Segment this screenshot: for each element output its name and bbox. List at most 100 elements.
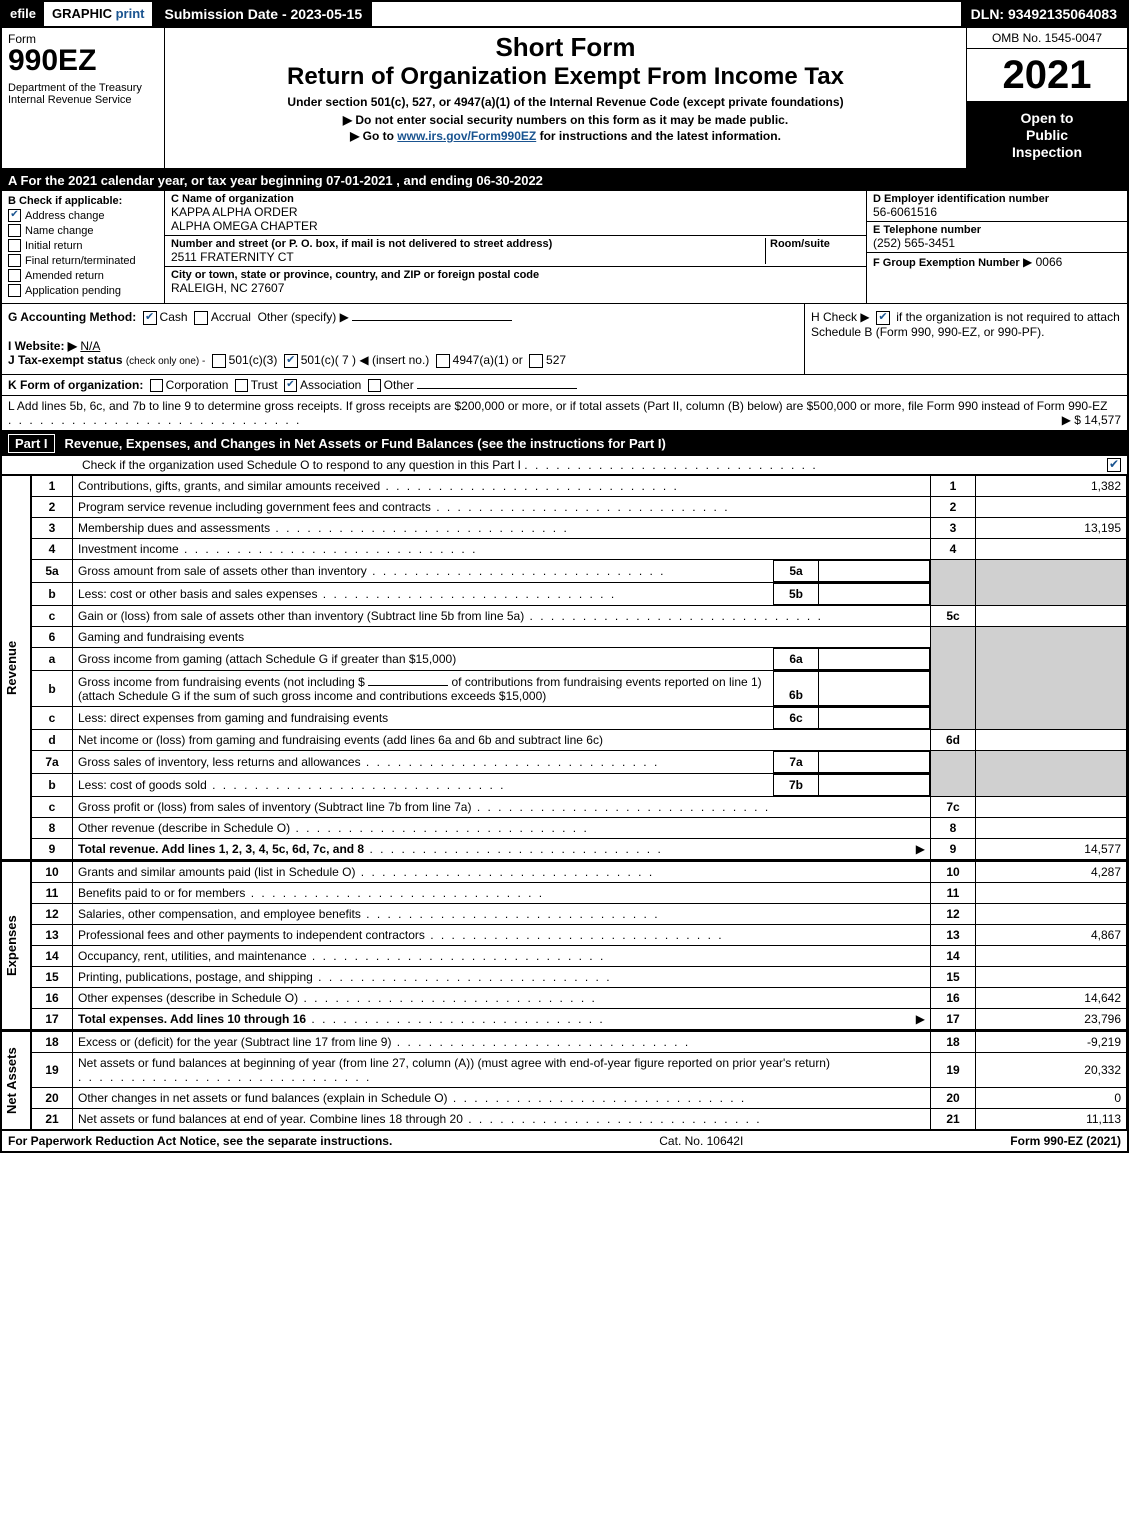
trust-checkbox[interactable]: [235, 379, 248, 392]
501c-checkbox[interactable]: [284, 354, 298, 368]
line-21-desc: Net assets or fund balances at end of ye…: [78, 1112, 463, 1126]
line-8-rnum: 8: [931, 818, 976, 839]
line-9-num: 9: [32, 839, 73, 860]
line-5c-desc: Gain or (loss) from sale of assets other…: [78, 609, 524, 623]
line-3-num: 3: [32, 518, 73, 539]
part-1-subtext-text: Check if the organization used Schedule …: [82, 458, 521, 472]
line-5b-desc: Less: cost or other basis and sales expe…: [78, 587, 317, 601]
final-return-checkbox[interactable]: [8, 254, 21, 267]
amended-return-label: Amended return: [25, 270, 104, 282]
header-center: Short Form Return of Organization Exempt…: [165, 28, 966, 168]
corp-label: Corporation: [166, 378, 229, 392]
print-link[interactable]: print: [116, 6, 145, 21]
trust-label: Trust: [251, 378, 278, 392]
address-change-label: Address change: [25, 210, 105, 222]
part-1-checkbox[interactable]: ✔: [1107, 458, 1121, 472]
name-change-label: Name change: [25, 225, 94, 237]
name-change-checkbox[interactable]: [8, 224, 21, 237]
line-5b-sv: [819, 584, 930, 605]
net-assets-table: 18Excess or (deficit) for the year (Subt…: [31, 1031, 1127, 1130]
initial-return-checkbox[interactable]: [8, 239, 21, 252]
other-org-input[interactable]: [417, 388, 577, 389]
accrual-label: Accrual: [211, 310, 251, 324]
line-19-val: 20,332: [976, 1053, 1127, 1088]
other-org-checkbox[interactable]: [368, 379, 381, 392]
line-6b-num: b: [32, 671, 73, 707]
line-2-rnum: 2: [931, 497, 976, 518]
schedule-b-checkbox[interactable]: [876, 311, 890, 325]
line-13-num: 13: [32, 925, 73, 946]
line-7c-val: [976, 797, 1127, 818]
line-7b-sv: [819, 775, 930, 796]
section-gh: G Accounting Method: Cash Accrual Other …: [2, 304, 1127, 375]
line-6c-sn: 6c: [774, 708, 819, 729]
graphic-print: GRAPHIC print: [44, 2, 154, 26]
line-6a-sn: 6a: [774, 649, 819, 670]
line-6b-blank[interactable]: [368, 685, 448, 686]
application-pending-checkbox[interactable]: [8, 284, 21, 297]
address-change-checkbox[interactable]: [8, 209, 21, 222]
header-right: OMB No. 1545-0047 2021 Open to Public In…: [966, 28, 1127, 168]
line-17-rnum: 17: [931, 1009, 976, 1030]
net-assets-section: Net Assets 18Excess or (deficit) for the…: [2, 1031, 1127, 1131]
application-pending-label: Application pending: [25, 285, 121, 297]
line-6-desc: Gaming and fundraising events: [73, 627, 931, 648]
department-label: Department of the Treasury Internal Reve…: [8, 82, 158, 106]
irs-link[interactable]: www.irs.gov/Form990EZ: [397, 129, 536, 143]
527-label: 527: [546, 353, 566, 367]
line-10-val: 4,287: [976, 862, 1127, 883]
other-method-label: Other (specify) ▶: [258, 310, 349, 324]
line-1-num: 1: [32, 476, 73, 497]
efile-button[interactable]: efile: [2, 2, 44, 26]
cash-checkbox[interactable]: [143, 311, 157, 325]
line-17-desc: Total expenses. Add lines 10 through 16: [78, 1012, 306, 1026]
line-5-grey-val: [976, 560, 1127, 606]
phone-label: E Telephone number: [873, 224, 1121, 236]
line-19-rnum: 19: [931, 1053, 976, 1088]
501c3-checkbox[interactable]: [212, 354, 226, 368]
527-checkbox[interactable]: [529, 354, 543, 368]
line-7b-desc: Less: cost of goods sold: [78, 778, 207, 792]
form-org-label: K Form of organization:: [8, 378, 143, 392]
line-7c-num: c: [32, 797, 73, 818]
line-3-desc: Membership dues and assessments: [78, 521, 270, 535]
net-assets-tab: Net Assets: [2, 1031, 31, 1130]
line-2-num: 2: [32, 497, 73, 518]
section-c: C Name of organization KAPPA ALPHA ORDER…: [165, 191, 867, 303]
4947-label: 4947(a)(1) or: [453, 353, 523, 367]
assoc-checkbox[interactable]: ✔: [284, 379, 297, 392]
room-label: Room/suite: [770, 238, 860, 250]
tax-exempt-label: J Tax-exempt status: [8, 353, 123, 367]
page-footer: For Paperwork Reduction Act Notice, see …: [2, 1131, 1127, 1151]
tax-exempt-note: (check only one) -: [126, 356, 205, 367]
section-b: B Check if applicable: Address change Na…: [2, 191, 165, 303]
line-12-val: [976, 904, 1127, 925]
section-b-header: B Check if applicable:: [8, 195, 158, 207]
line-12-rnum: 12: [931, 904, 976, 925]
other-method-input[interactable]: [352, 320, 512, 321]
line-6a-num: a: [32, 648, 73, 671]
h-check-label: H Check ▶: [811, 310, 870, 324]
street-label: Number and street (or P. O. box, if mail…: [171, 238, 765, 250]
line-6d-desc: Net income or (loss) from gaming and fun…: [78, 733, 603, 747]
line-13-val: 4,867: [976, 925, 1127, 946]
line-14-desc: Occupancy, rent, utilities, and maintena…: [78, 949, 307, 963]
final-return-label: Final return/terminated: [25, 255, 136, 267]
info-block: B Check if applicable: Address change Na…: [2, 191, 1127, 304]
goto-pre: ▶ Go to: [350, 129, 397, 143]
line-14-val: [976, 946, 1127, 967]
line-10-num: 10: [32, 862, 73, 883]
amended-return-checkbox[interactable]: [8, 269, 21, 282]
section-k: K Form of organization: Corporation Trus…: [2, 375, 1127, 396]
line-5b-num: b: [32, 583, 73, 606]
revenue-section: Revenue 1Contributions, gifts, grants, a…: [2, 475, 1127, 861]
line-11-rnum: 11: [931, 883, 976, 904]
4947-checkbox[interactable]: [436, 354, 450, 368]
section-l-value: ▶ $ 14,577: [1062, 413, 1121, 427]
accrual-checkbox[interactable]: [194, 311, 208, 325]
line-9-rnum: 9: [931, 839, 976, 860]
line-11-val: [976, 883, 1127, 904]
line-6a-sv: [819, 649, 930, 670]
corp-checkbox[interactable]: [150, 379, 163, 392]
line-14-num: 14: [32, 946, 73, 967]
